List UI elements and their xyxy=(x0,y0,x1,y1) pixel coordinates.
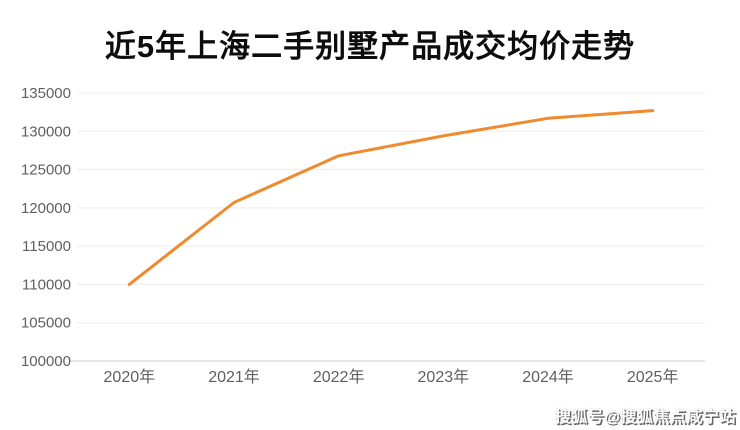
y-axis-tick-labels: 100000 105000 110000 115000 120000 125000 1300… xyxy=(21,85,71,370)
price-trend-line xyxy=(127,109,655,286)
x-tick-label: 2023年 xyxy=(418,368,470,386)
chart-title: 近5年上海二手别墅产品成交均价走势 xyxy=(104,29,636,64)
x-tick-label: 2024年 xyxy=(522,368,574,386)
y-tick-label: 135000 xyxy=(21,85,71,102)
x-axis-tick-labels: 2020年 2021年 2022年 2023年 2024年 2025年 xyxy=(104,368,679,386)
watermark-text: 搜狐号@搜狐焦点咸宁站 xyxy=(554,409,736,426)
y-tick-label: 110000 xyxy=(22,276,71,293)
y-tick-label: 105000 xyxy=(21,315,71,332)
y-tick-label: 100000 xyxy=(21,353,71,370)
y-tick-label: 130000 xyxy=(21,123,71,140)
x-tick-label: 2025年 xyxy=(627,368,679,386)
gridlines xyxy=(70,92,705,362)
y-tick-label: 120000 xyxy=(21,200,71,217)
x-tick-label: 2022年 xyxy=(313,368,365,386)
y-tick-label: 125000 xyxy=(21,162,71,179)
x-tick-label: 2020年 xyxy=(104,368,156,386)
x-tick-label: 2021年 xyxy=(208,368,260,386)
y-tick-label: 115000 xyxy=(22,238,71,255)
